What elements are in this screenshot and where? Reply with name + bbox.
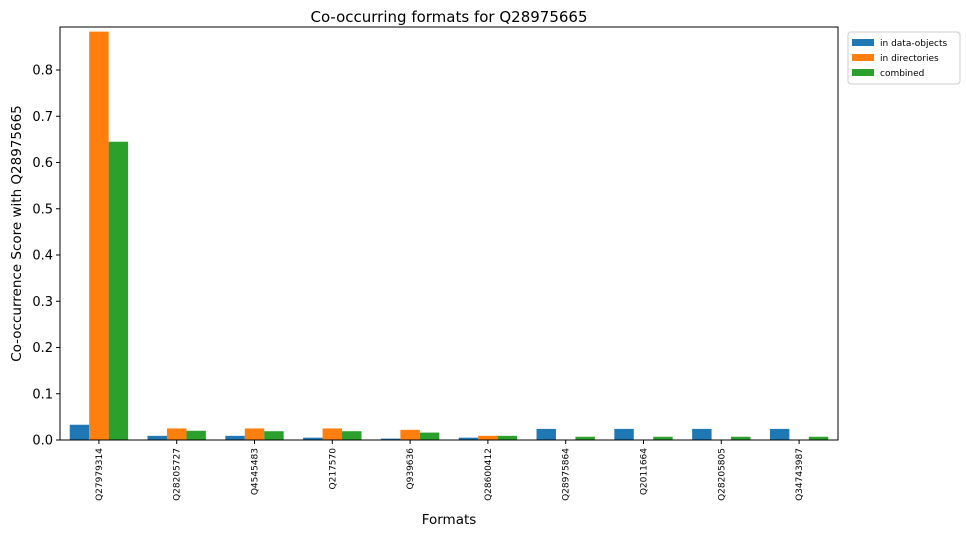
bar-in-directories-Q4545483	[244, 428, 265, 440]
bar-combined-Q4545483	[264, 431, 284, 440]
x-tick-label: Q34743987	[795, 448, 805, 501]
x-tick-label: Q27979314	[95, 448, 105, 501]
y-tick-label: 0.1	[32, 387, 53, 402]
x-tick-label: Q217570	[328, 448, 338, 490]
legend-swatch-in-data-objects	[852, 39, 874, 46]
bar-in-directories-Q28600412	[478, 435, 498, 440]
x-tick-label: Q28205727	[173, 448, 183, 501]
bar-in-directories-Q217570	[322, 428, 343, 440]
x-tick-label: Q2011664	[640, 448, 650, 495]
y-axis: 0.0 0.1 0.2 0.3 0.4 0.5 0.6 0.7 0.8	[32, 64, 60, 449]
x-tick-label: Q939636	[406, 448, 416, 490]
legend-swatch-combined	[852, 69, 874, 76]
bar-in-data-objects-Q27979314	[69, 424, 90, 440]
y-tick-label: 0.7	[32, 110, 53, 125]
chart-title: Co-occurring formats for Q28975665	[310, 8, 587, 26]
y-tick-label: 0.5	[32, 202, 53, 217]
y-tick-label: 0.0	[32, 434, 53, 449]
bar-combined-Q34743987	[808, 436, 829, 440]
bar-in-data-objects-Q4545483	[225, 435, 245, 440]
legend-label-in-directories: in directories	[880, 54, 939, 64]
bar-in-data-objects-Q217570	[303, 437, 323, 440]
bar-in-data-objects-Q28205727	[147, 435, 167, 440]
bar-combined-Q939636	[419, 432, 440, 440]
plot-frame	[59, 26, 839, 441]
bar-combined-Q2011664	[653, 436, 673, 440]
bar-in-data-objects-Q28600412	[458, 437, 479, 440]
legend-frame	[847, 31, 961, 85]
bar-in-directories-Q28205727	[166, 428, 187, 440]
y-tick-label: 0.8	[32, 64, 53, 79]
legend: in data-objects in directories combined	[847, 31, 961, 85]
bar-in-data-objects-Q34743987	[769, 428, 790, 440]
bar-in-directories-Q27979314	[89, 31, 109, 441]
legend-label-in-data-objects: in data-objects	[880, 39, 947, 49]
bar-combined-Q217570	[342, 431, 362, 440]
bar-in-data-objects-Q28975864	[536, 428, 556, 440]
bar-combined-Q28975864	[575, 436, 595, 440]
bar-combined-Q28205727	[186, 430, 206, 440]
bar-in-data-objects-Q2011664	[614, 428, 634, 440]
bar-combined-Q28600412	[497, 435, 518, 440]
bars	[69, 31, 829, 441]
x-tick-label: Q28205805	[717, 448, 727, 501]
y-tick-label: 0.6	[32, 156, 53, 171]
bar-combined-Q27979314	[108, 141, 129, 440]
legend-swatch-in-directories	[852, 54, 874, 61]
y-tick-label: 0.4	[32, 249, 53, 264]
bar-in-directories-Q939636	[400, 429, 420, 440]
legend-label-combined: combined	[880, 69, 924, 79]
y-tick-label: 0.3	[32, 295, 53, 310]
bar-combined-Q28205805	[731, 436, 751, 440]
y-axis-label: Co-occurrence Score with Q28975665	[9, 105, 25, 362]
x-tick-label: Q28975864	[562, 448, 572, 501]
bar-in-data-objects-Q28205805	[692, 428, 712, 440]
x-axis: Q27979314 Q28205727 Q4545483 Q217570 Q939636…	[95, 440, 805, 501]
x-tick-label: Q28600412	[484, 448, 494, 501]
x-axis-label: Formats	[422, 512, 477, 528]
x-tick-label: Q4545483	[251, 448, 261, 495]
y-tick-label: 0.2	[32, 341, 53, 356]
bar-in-data-objects-Q939636	[380, 438, 401, 440]
